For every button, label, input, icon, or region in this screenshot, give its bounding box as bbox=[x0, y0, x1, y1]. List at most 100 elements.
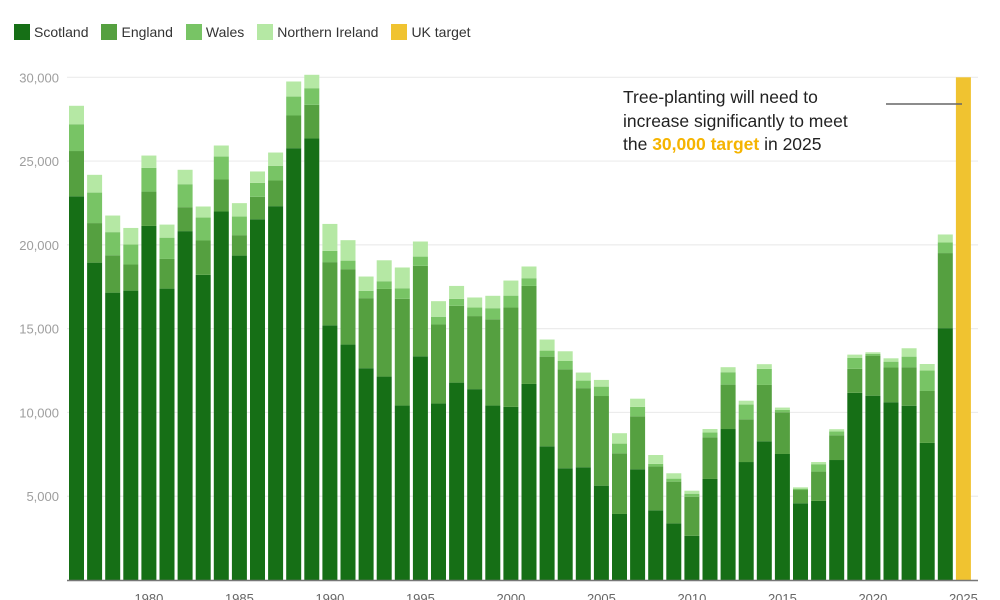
bar-wales-2018[interactable] bbox=[829, 431, 845, 436]
bar-england-1977[interactable] bbox=[87, 223, 103, 263]
bar-wales-1991[interactable] bbox=[340, 260, 356, 270]
bar-scotland-2001[interactable] bbox=[521, 383, 537, 580]
bar-northern-ireland-2010[interactable] bbox=[684, 490, 700, 494]
bar-scotland-1979[interactable] bbox=[123, 290, 139, 580]
bar-scotland-2006[interactable] bbox=[612, 513, 627, 580]
bar-northern-ireland-1977[interactable] bbox=[87, 174, 103, 193]
bar-wales-1996[interactable] bbox=[431, 316, 446, 325]
bar-northern-ireland-2019[interactable] bbox=[847, 354, 863, 358]
bar-wales-1985[interactable] bbox=[231, 216, 247, 236]
bar-england-2020[interactable] bbox=[865, 355, 881, 396]
bar-england-1986[interactable] bbox=[250, 196, 265, 220]
bar-wales-2014[interactable] bbox=[756, 368, 772, 385]
bar-scotland-1989[interactable] bbox=[304, 138, 320, 580]
bar-england-1997[interactable] bbox=[449, 305, 465, 383]
bar-scotland-2009[interactable] bbox=[666, 523, 682, 580]
bar-england-2004[interactable] bbox=[575, 388, 591, 468]
bar-wales-1984[interactable] bbox=[213, 156, 229, 180]
bar-scotland-1999[interactable] bbox=[485, 405, 501, 580]
bar-northern-ireland-1986[interactable] bbox=[250, 171, 265, 183]
bar-northern-ireland-2011[interactable] bbox=[702, 429, 718, 433]
bar-wales-2005[interactable] bbox=[593, 386, 609, 397]
bar-northern-ireland-1976[interactable] bbox=[69, 105, 84, 125]
bar-wales-2024[interactable] bbox=[937, 242, 953, 254]
bar-scotland-2003[interactable] bbox=[557, 468, 573, 580]
bar-scotland-2024[interactable] bbox=[937, 328, 953, 580]
bar-scotland-1992[interactable] bbox=[358, 368, 374, 580]
bar-england-1994[interactable] bbox=[394, 298, 410, 406]
bar-scotland-2017[interactable] bbox=[811, 500, 827, 580]
bar-northern-ireland-1987[interactable] bbox=[268, 152, 284, 166]
bar-northern-ireland-2008[interactable] bbox=[648, 454, 664, 464]
bar-wales-2023[interactable] bbox=[919, 370, 935, 391]
bar-england-2007[interactable] bbox=[630, 416, 646, 470]
legend-item-northern-ireland[interactable]: Northern Ireland bbox=[257, 24, 378, 40]
bar-england-1976[interactable] bbox=[69, 151, 84, 197]
bar-wales-2009[interactable] bbox=[666, 478, 682, 482]
bar-wales-2010[interactable] bbox=[684, 493, 700, 497]
bar-scotland-2014[interactable] bbox=[756, 441, 772, 580]
bar-england-1999[interactable] bbox=[485, 319, 501, 406]
bar-scotland-1980[interactable] bbox=[141, 225, 157, 580]
bar-scotland-2019[interactable] bbox=[847, 392, 863, 580]
bar-northern-ireland-2009[interactable] bbox=[666, 473, 682, 479]
bar-northern-ireland-2013[interactable] bbox=[738, 400, 754, 405]
bar-scotland-1996[interactable] bbox=[431, 403, 446, 580]
bar-wales-1989[interactable] bbox=[304, 88, 320, 105]
bar-scotland-1995[interactable] bbox=[412, 356, 428, 580]
bar-northern-ireland-1985[interactable] bbox=[231, 203, 247, 217]
bar-wales-1987[interactable] bbox=[268, 165, 284, 181]
bar-scotland-2022[interactable] bbox=[901, 405, 917, 580]
bar-northern-ireland-1994[interactable] bbox=[394, 267, 410, 289]
bar-england-2015[interactable] bbox=[774, 412, 790, 454]
bar-scotland-2011[interactable] bbox=[702, 478, 718, 580]
bar-scotland-2013[interactable] bbox=[738, 462, 754, 580]
bar-england-2023[interactable] bbox=[919, 390, 935, 443]
bar-wales-1976[interactable] bbox=[69, 124, 84, 152]
bar-england-2013[interactable] bbox=[738, 419, 754, 463]
bar-england-2010[interactable] bbox=[684, 496, 700, 536]
legend-item-scotland[interactable]: Scotland bbox=[14, 24, 88, 40]
bar-wales-1998[interactable] bbox=[467, 307, 483, 317]
bar-wales-2006[interactable] bbox=[612, 443, 627, 454]
bar-scotland-1981[interactable] bbox=[159, 288, 175, 580]
bar-northern-ireland-1996[interactable] bbox=[431, 301, 446, 317]
bar-scotland-2004[interactable] bbox=[575, 467, 591, 580]
bar-northern-ireland-1995[interactable] bbox=[412, 241, 428, 257]
bar-england-2019[interactable] bbox=[847, 368, 863, 393]
bar-england-2022[interactable] bbox=[901, 367, 917, 406]
bar-england-2009[interactable] bbox=[666, 481, 682, 524]
bar-england-2014[interactable] bbox=[756, 384, 772, 442]
bar-scotland-1978[interactable] bbox=[105, 292, 121, 580]
bar-wales-2003[interactable] bbox=[557, 360, 573, 370]
bar-northern-ireland-1999[interactable] bbox=[485, 295, 501, 309]
bar-wales-2011[interactable] bbox=[702, 432, 718, 438]
bar-wales-2017[interactable] bbox=[811, 464, 827, 472]
bar-england-2018[interactable] bbox=[829, 435, 845, 461]
bar-scotland-2015[interactable] bbox=[774, 453, 790, 580]
bar-northern-ireland-2007[interactable] bbox=[630, 398, 646, 407]
bar-scotland-2021[interactable] bbox=[883, 402, 899, 580]
bar-scotland-1986[interactable] bbox=[250, 219, 265, 580]
bar-scotland-2020[interactable] bbox=[865, 395, 881, 580]
bar-england-1982[interactable] bbox=[177, 207, 193, 232]
bar-wales-1992[interactable] bbox=[358, 290, 374, 299]
bar-northern-ireland-2018[interactable] bbox=[829, 429, 845, 432]
bar-scotland-2010[interactable] bbox=[684, 535, 700, 580]
bar-england-1978[interactable] bbox=[105, 255, 121, 293]
bar-scotland-1991[interactable] bbox=[340, 344, 356, 580]
bar-scotland-1994[interactable] bbox=[394, 405, 410, 580]
bar-england-1996[interactable] bbox=[431, 324, 446, 404]
bar-northern-ireland-2017[interactable] bbox=[811, 462, 827, 465]
bar-england-2003[interactable] bbox=[557, 369, 573, 469]
bar-wales-1993[interactable] bbox=[376, 281, 392, 289]
bar-wales-1977[interactable] bbox=[87, 192, 103, 224]
bar-england-1990[interactable] bbox=[322, 262, 338, 326]
bar-england-2021[interactable] bbox=[883, 367, 899, 403]
bar-scotland-2016[interactable] bbox=[793, 503, 808, 580]
bar-england-1984[interactable] bbox=[213, 179, 229, 212]
bar-northern-ireland-2020[interactable] bbox=[865, 352, 881, 354]
bar-england-1987[interactable] bbox=[268, 180, 284, 207]
bar-northern-ireland-2005[interactable] bbox=[593, 379, 609, 387]
bar-wales-2016[interactable] bbox=[793, 488, 808, 491]
